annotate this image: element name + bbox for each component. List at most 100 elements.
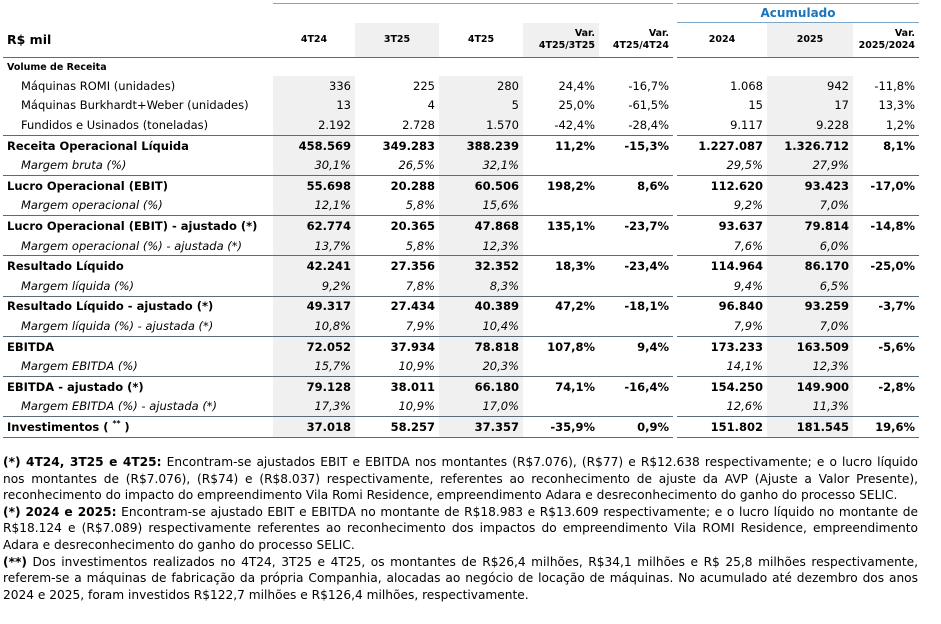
footnote-adjusted-years: (*) 2024 e 2025: Encontram-se ajustado E… — [3, 504, 918, 552]
financial-table: Acumulado R$ mil 4T24 3T25 4T25 Var. 4T25… — [3, 3, 920, 438]
col-var-2025-2024: Var. 2025/2024 — [853, 22, 920, 58]
table-cell — [853, 155, 919, 175]
table-cell: 12,1% — [273, 195, 355, 216]
table-cell: 8,6% — [599, 174, 673, 196]
table-cell: 93.637 — [677, 215, 767, 236]
table-cell — [599, 196, 673, 216]
table-cell — [599, 356, 673, 376]
table-cell — [853, 316, 919, 336]
table-cell: 10,8% — [273, 316, 355, 337]
table-cell: 349.283 — [355, 134, 439, 156]
table-row: Fundidos e Usinados (toneladas) 2.192 2.72… — [3, 115, 919, 136]
table-row: Receita Operacional Líquida 458.569 349.28… — [3, 134, 920, 156]
section-row: Volume de Receita — [3, 58, 919, 77]
table-cell: 20.288 — [355, 174, 439, 196]
table-cell: 79.128 — [273, 375, 355, 397]
footnote-investments: (**) Dos investimentos realizados no 4T2… — [3, 554, 918, 602]
table-cell: 114.964 — [677, 255, 767, 276]
table-cell: 37.018 — [273, 416, 355, 438]
table-cell: 12,3% — [767, 356, 853, 377]
table-cell: 1.326.712 — [767, 134, 853, 156]
table-cell: 198,2% — [523, 174, 599, 196]
table-cell: 49.317 — [273, 295, 355, 317]
table-row: Margem bruta (%) 30,1% 26,5% 32,1% 29,5% 27,9… — [3, 155, 919, 176]
table-cell: 18,3% — [523, 255, 599, 276]
table-cell: 32.352 — [439, 255, 523, 276]
table-cell: 1,2% — [885, 117, 916, 132]
table-cell — [523, 196, 599, 216]
table-cell: 149.900 — [767, 375, 853, 397]
table-cell — [853, 196, 919, 216]
footnote-adjusted-quarters: (*) 4T24, 3T25 e 4T25: Encontram-se ajus… — [3, 455, 918, 503]
table-row: Resultado Líquido - ajustado (*) 49.317 27… — [3, 295, 920, 317]
table-cell: 9,4% — [599, 335, 673, 357]
table-cell: 7,0% — [767, 316, 853, 337]
table-cell: 135,1% — [523, 215, 599, 236]
table-cell: 42.241 — [273, 255, 355, 276]
table-cell: 173.233 — [677, 335, 767, 357]
table-cell: 7,8% — [405, 278, 435, 293]
row-label: Fundidos e Usinados (toneladas) — [21, 117, 209, 132]
table-cell: 60.506 — [439, 174, 523, 196]
table-row: Margem EBITDA (%) 15,7% 10,9% 20,3% 14,1% 12,… — [3, 356, 919, 377]
table-cell: 6,0% — [767, 235, 853, 256]
table-cell: 27.356 — [355, 255, 439, 276]
row-label: Receita Operacional Líquida — [3, 134, 273, 156]
table-cell: 15,6% — [439, 195, 523, 216]
table-cell: 7,9% — [733, 318, 763, 333]
table-cell: 78.818 — [439, 335, 523, 357]
col-4t24: 4T24 — [273, 22, 355, 58]
table-cell: 32,1% — [439, 155, 523, 176]
table-cell: 5,8% — [405, 238, 435, 253]
table-cell: 74,1% — [523, 375, 599, 397]
table-cell: 12,6% — [726, 399, 763, 414]
table-cell: 14,1% — [726, 359, 763, 374]
table-cell: 4 — [427, 98, 435, 113]
table-cell: 280 — [439, 76, 523, 96]
table-cell: 38.011 — [355, 375, 439, 397]
table-cell: 9,4% — [733, 278, 763, 293]
row-label: Margem EBITDA (%) — [21, 359, 138, 374]
row-label: Margem operacional (%) - ajustada (*) — [21, 238, 243, 253]
table-cell: 27,9% — [767, 155, 853, 176]
table-cell: -11,8% — [874, 78, 916, 93]
table-cell: 17,3% — [273, 396, 355, 417]
table-cell — [523, 236, 599, 256]
table-cell: 7,9% — [405, 318, 435, 333]
table-cell: 225 — [413, 78, 435, 93]
table-cell: 66.180 — [439, 375, 523, 397]
table-cell: 112.620 — [677, 174, 767, 196]
table-cell: 10,4% — [439, 316, 523, 337]
table-cell: 86.170 — [767, 255, 853, 276]
row-label: Resultado Líquido - ajustado (*) — [3, 295, 273, 317]
table-cell — [853, 236, 919, 256]
table-cell: 55.698 — [273, 174, 355, 196]
table-cell: -23,4% — [599, 255, 673, 276]
table-cell: 10,9% — [398, 399, 435, 414]
table-title: R$ mil — [3, 22, 273, 58]
table-cell: 7,0% — [767, 195, 853, 216]
table-cell — [523, 276, 599, 296]
table-cell: 13,7% — [273, 235, 355, 256]
table-cell: 181.545 — [767, 416, 853, 438]
col-var-4t25-4t24: Var. 4T25/4T24 — [599, 22, 673, 58]
table-cell: 8,1% — [853, 134, 920, 156]
row-label: Lucro Operacional (EBIT) — [3, 174, 273, 196]
table-cell — [523, 397, 599, 417]
table-cell: 5,8% — [405, 198, 435, 213]
table-cell: 11,2% — [523, 134, 599, 156]
table-cell: 1.227.087 — [677, 134, 767, 156]
table-cell: 29,5% — [726, 158, 763, 173]
data-rows: Máquinas ROMI (unidades) 336 225 280 24,4% -1… — [3, 76, 920, 438]
table-cell: -28,4% — [628, 117, 669, 132]
table-cell: 47,2% — [523, 295, 599, 317]
table-row: Lucro Operacional (EBIT) - ajustado (*) 6… — [3, 215, 920, 236]
table-cell: 20.365 — [355, 215, 439, 236]
accumulated-title: Acumulado — [677, 3, 920, 23]
table-cell: -61,5% — [628, 98, 669, 113]
table-cell: -25,0% — [853, 255, 920, 276]
table-cell: 47.868 — [439, 215, 523, 236]
table-cell: 10,9% — [398, 359, 435, 374]
table-cell: 13 — [273, 95, 355, 116]
table-cell — [599, 155, 673, 175]
